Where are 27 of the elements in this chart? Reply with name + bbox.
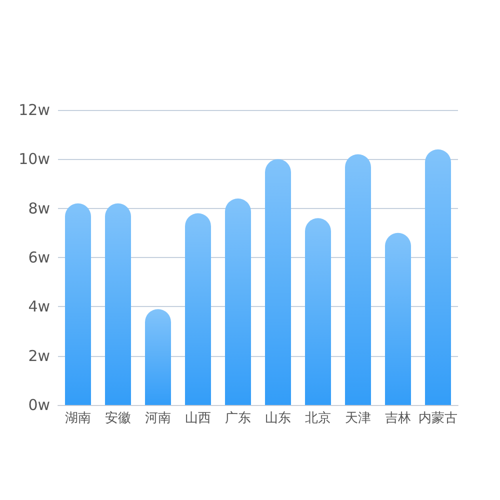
bar — [225, 198, 251, 405]
x-tick-label: 山东 — [265, 411, 291, 426]
bar — [185, 213, 211, 405]
x-tick-label: 吉林 — [385, 411, 411, 426]
y-tick-label: 0w — [28, 396, 50, 414]
y-tick-label: 6w — [28, 248, 50, 266]
y-tick-label: 8w — [28, 199, 50, 218]
y-tick-label: 10w — [18, 150, 50, 168]
y-tick-label: 2w — [28, 346, 50, 365]
x-tick-label: 湖南 — [65, 411, 91, 426]
bar — [65, 203, 91, 405]
x-tick-label: 广东 — [225, 411, 251, 426]
bar — [105, 203, 131, 405]
bar — [385, 232, 411, 405]
bar — [305, 218, 331, 405]
x-tick-label: 河南 — [145, 411, 171, 426]
y-tick-label: 12w — [18, 101, 50, 119]
bar — [425, 149, 451, 405]
y-tick-label: 4w — [28, 298, 50, 316]
bar — [265, 159, 291, 405]
x-tick-label: 内蒙古 — [418, 411, 458, 426]
bar — [345, 154, 371, 405]
bar — [145, 309, 171, 405]
x-tick-label: 山西 — [185, 411, 211, 426]
x-tick-label: 天津 — [345, 411, 371, 426]
x-tick-label: 北京 — [305, 411, 331, 426]
x-tick-label: 安徽 — [105, 410, 131, 426]
